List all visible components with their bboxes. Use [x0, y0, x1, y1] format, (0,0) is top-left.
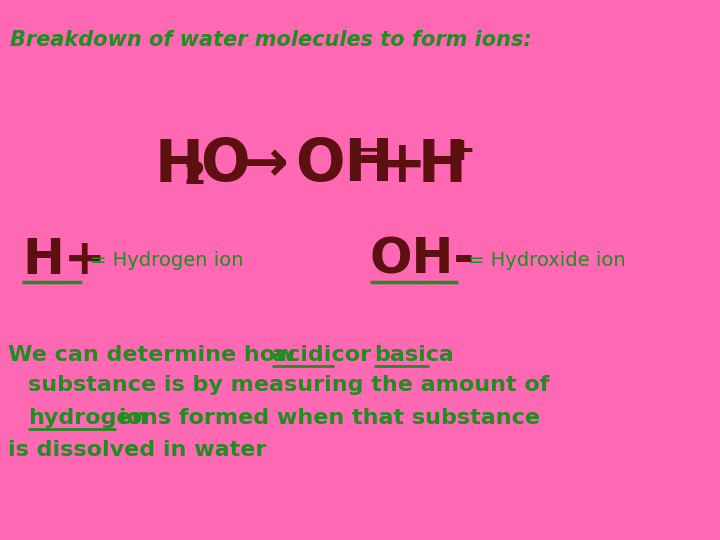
Text: +: + — [378, 137, 427, 193]
Text: +: + — [449, 136, 476, 166]
Text: H: H — [418, 137, 467, 193]
Text: or: or — [337, 345, 379, 365]
Text: OH: OH — [295, 137, 393, 193]
Text: hydrogen: hydrogen — [28, 408, 148, 428]
Text: H+: H+ — [22, 236, 106, 284]
Text: H: H — [155, 137, 204, 193]
Text: We can determine how: We can determine how — [8, 345, 303, 365]
Text: 2: 2 — [184, 159, 206, 191]
Text: Breakdown of water molecules to form ions:: Breakdown of water molecules to form ion… — [10, 30, 532, 50]
Text: = Hydroxide ion: = Hydroxide ion — [468, 251, 626, 269]
Text: is dissolved in water: is dissolved in water — [8, 440, 266, 460]
Text: →: → — [240, 137, 289, 193]
Text: basic: basic — [374, 345, 439, 365]
Text: −: − — [356, 136, 383, 166]
Text: O: O — [200, 137, 250, 193]
Text: ions formed when that substance: ions formed when that substance — [119, 408, 540, 428]
Text: substance is by measuring the amount of: substance is by measuring the amount of — [28, 375, 549, 395]
Text: OH-: OH- — [370, 236, 475, 284]
Text: acidic: acidic — [272, 345, 345, 365]
Text: = Hydrogen ion: = Hydrogen ion — [90, 251, 243, 269]
Text: a: a — [431, 345, 454, 365]
